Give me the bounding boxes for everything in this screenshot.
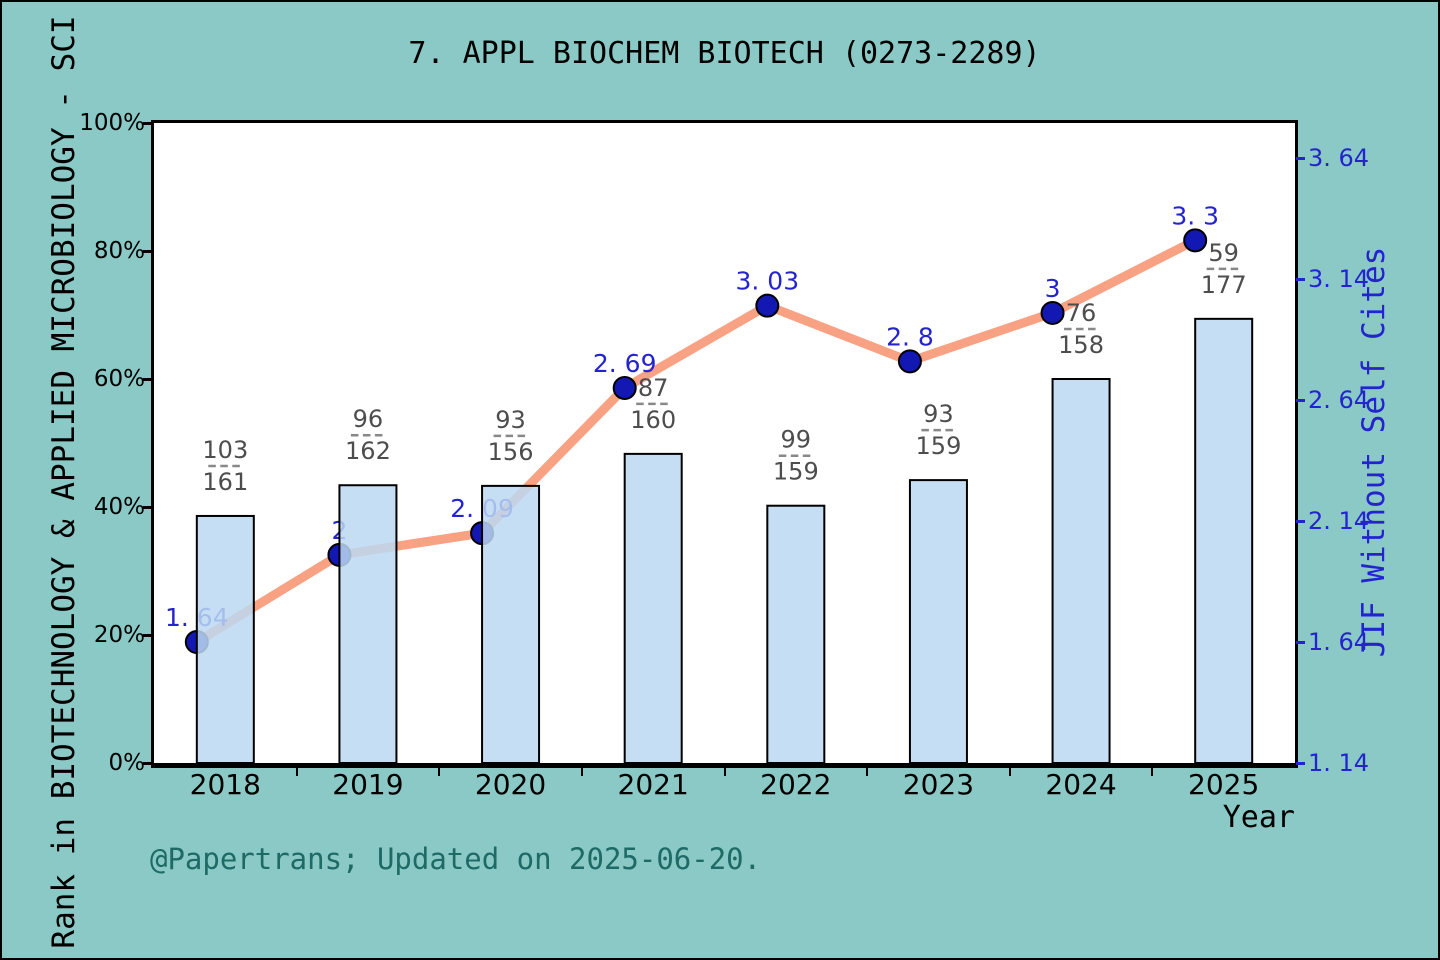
x-axis-tick: [866, 768, 869, 776]
right-axis-tick-label: 3. 64: [1308, 144, 1370, 173]
right-axis-tick: [1296, 761, 1305, 765]
rank-bar: [338, 484, 398, 763]
x-axis-tick: [1151, 768, 1154, 776]
footer-note: @Papertrans; Updated on 2025-06-20.: [150, 842, 762, 876]
rank-fraction-numerator: 87: [638, 374, 669, 402]
x-axis-year-label: 2022: [760, 768, 832, 801]
right-axis-tick: [1296, 398, 1305, 402]
x-axis-year-label: 2024: [1045, 768, 1117, 801]
right-axis-tick: [1296, 519, 1305, 523]
x-axis-year-label: 2020: [474, 768, 547, 801]
jif-value-label: 2. 69: [593, 349, 657, 378]
left-axis-tick-label: 20%: [93, 622, 145, 648]
x-axis-year-label: 2019: [332, 768, 404, 801]
rank-bar: [766, 504, 826, 763]
left-axis-tick-label: 80%: [93, 238, 145, 264]
x-axis-tick: [438, 768, 441, 776]
jif-dot: [612, 375, 637, 400]
rank-fraction-denominator: 161: [202, 468, 248, 496]
rank-fraction-denominator: 162: [345, 437, 391, 465]
chart-canvas: 1. 6422. 092. 693. 032. 833. 31031619616…: [165, 201, 1254, 763]
left-axis-tick-label: 60%: [93, 366, 145, 392]
right-axis-tick-label: 3. 14: [1308, 265, 1370, 294]
left-axis-tick-label: 100%: [79, 110, 145, 136]
x-axis-year-label: 2023: [902, 768, 975, 801]
jif-dot: [1040, 300, 1065, 325]
x-axis-year-label: 2018: [189, 768, 261, 801]
rank-bar: [1194, 317, 1254, 763]
rank-fraction-denominator: 177: [1201, 271, 1247, 299]
left-axis-tick: [143, 633, 153, 637]
page-title: 7. APPL BIOCHEM BIOTECH (0273-2289): [408, 36, 1041, 71]
left-axis-tick-label: 0%: [108, 750, 146, 776]
x-axis-tick: [580, 768, 583, 776]
x-axis-tick: [1008, 768, 1011, 776]
left-axis-title: Rank in BIOTECHNOLOGY & APPLIED MICROBIO…: [46, 15, 82, 949]
left-axis-tick-label: 40%: [93, 494, 145, 520]
left-axis-tick: [143, 249, 153, 253]
jif-dot: [1183, 228, 1208, 253]
rank-bar: [195, 514, 255, 763]
right-axis-tick: [1296, 277, 1305, 281]
rank-fraction-denominator: 159: [773, 458, 819, 486]
rank-bar: [481, 484, 541, 763]
right-axis-tick-label: 2. 14: [1308, 507, 1370, 536]
jif-value-label: 3. 03: [736, 267, 800, 296]
rank-fraction-denominator: 160: [630, 406, 676, 434]
left-axis-tick: [143, 761, 153, 765]
rank-fraction-numerator: 76: [1066, 299, 1097, 327]
left-axis-tick: [143, 121, 153, 125]
x-axis-year-label: 2025: [1188, 768, 1260, 801]
jif-value-label: 2. 8: [886, 322, 934, 351]
right-axis-tick: [1296, 640, 1305, 644]
right-axis-tick-label: 2. 64: [1308, 386, 1370, 415]
jif-value-label: 3. 3: [1171, 201, 1219, 230]
right-axis-tick-label: 1. 64: [1308, 628, 1370, 657]
x-axis-title: Year: [1222, 800, 1295, 835]
jif-value-label: 3: [1045, 274, 1061, 303]
x-axis-year-label: 2021: [617, 768, 689, 801]
rank-fraction-numerator: 96: [353, 405, 384, 433]
rank-fraction-numerator: 93: [923, 400, 954, 428]
rank-bar: [1051, 378, 1111, 763]
left-axis-tick: [143, 505, 153, 509]
rank-fraction-numerator: 93: [495, 406, 526, 434]
right-axis-tick: [1296, 156, 1305, 160]
rank-fraction-numerator: 59: [1208, 239, 1239, 267]
rank-bar: [908, 479, 968, 763]
x-axis-tick: [723, 768, 726, 776]
left-axis-tick: [143, 377, 153, 381]
right-axis-title: JIF Without Self Cites: [1356, 246, 1392, 658]
jif-dot: [897, 349, 922, 374]
rank-fraction-numerator: 103: [202, 436, 248, 464]
rank-fraction-denominator: 158: [1058, 331, 1104, 359]
rank-fraction-numerator: 99: [781, 426, 812, 454]
rank-fraction-denominator: 159: [916, 432, 962, 460]
rank-bar: [623, 452, 683, 763]
right-axis-tick-label: 1. 14: [1308, 749, 1370, 777]
rank-fraction-denominator: 156: [488, 438, 534, 466]
x-axis-tick: [295, 768, 298, 776]
jif-dot: [755, 293, 780, 318]
